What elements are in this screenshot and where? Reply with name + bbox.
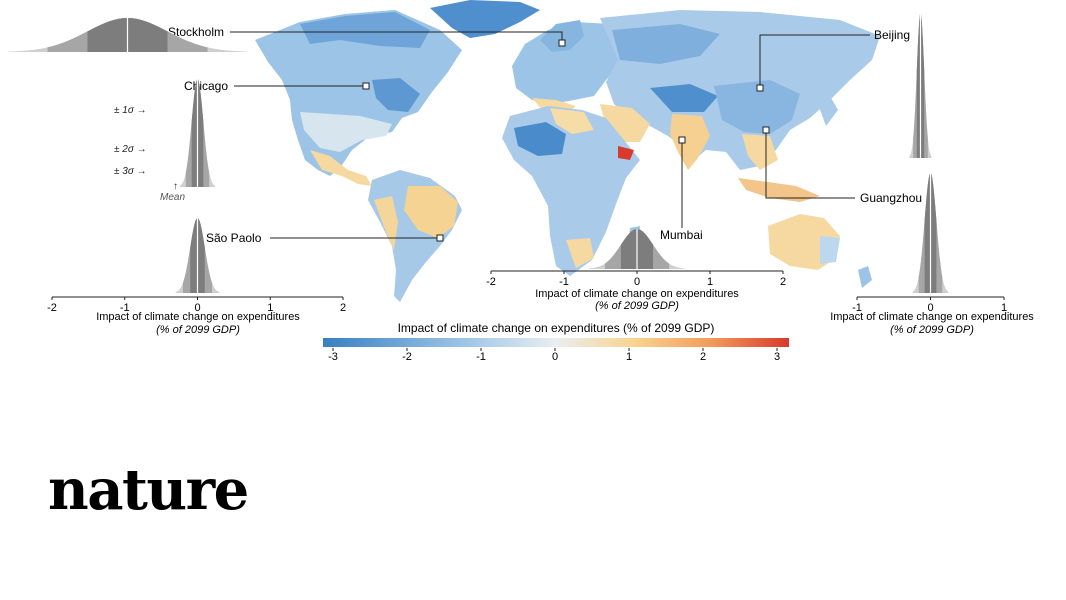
city-callouts xyxy=(230,31,870,242)
region-japan xyxy=(818,96,838,126)
region-usa-south xyxy=(300,112,392,152)
region-india xyxy=(670,114,710,170)
landmass-greenland xyxy=(430,0,540,38)
distribution-sao-paolo xyxy=(175,218,220,293)
legend-tick-label: 3 xyxy=(774,351,780,363)
landmass-north-america xyxy=(255,10,462,176)
legend-tick-label: -2 xyxy=(402,351,412,363)
mean-arrow: ↑ xyxy=(173,181,178,192)
distribution-mumbai xyxy=(588,229,686,269)
region-russia-west xyxy=(612,24,720,64)
marker-guangzhou[interactable] xyxy=(762,126,770,134)
region-central-asia xyxy=(650,84,718,112)
city-label-sao-paolo: São Paolo xyxy=(206,231,262,245)
distribution-stockholm xyxy=(7,18,248,52)
city-label-chicago: Chicago xyxy=(184,79,228,93)
annotation-sigma3: ± 3σ → xyxy=(114,166,147,177)
city-label-guangzhou: Guangzhou xyxy=(860,191,922,205)
region-andes xyxy=(374,196,398,250)
axis-right-title: Impact of climate change on expenditures xyxy=(830,311,1034,323)
distribution-guangzhou xyxy=(912,173,949,293)
color-scale-title: Impact of climate change on expenditures… xyxy=(398,321,715,335)
annotation-sigma2: ± 2σ → xyxy=(114,144,147,155)
axis-right: -1 0 1 Impact of climate change on expendi… xyxy=(830,296,1034,336)
world-map xyxy=(255,0,880,302)
legend-tick-label: -3 xyxy=(328,351,338,363)
marker-stockholm[interactable] xyxy=(558,39,566,47)
nature-logo: nature xyxy=(48,457,249,523)
callout-line-beijing xyxy=(759,34,870,88)
landmass-central-america xyxy=(310,150,372,186)
region-north-america-east xyxy=(372,78,420,112)
city-label-stockholm: Stockholm xyxy=(168,25,224,39)
distribution-chicago xyxy=(180,79,215,187)
color-scale-legend: Impact of climate change on expenditures… xyxy=(323,321,789,363)
legend-tick-label: -1 xyxy=(476,351,486,363)
region-indonesia xyxy=(738,178,820,202)
legend-tick-label: 1 xyxy=(626,351,632,363)
city-label-beijing: Beijing xyxy=(874,28,910,42)
axis-middle-units: (% of 2099 GDP) xyxy=(595,300,679,312)
axis-tick-label: 0 xyxy=(634,276,640,288)
region-north-america-north xyxy=(300,12,430,48)
axis-left-title: Impact of climate change on expenditures xyxy=(96,311,300,323)
color-scale-bar xyxy=(323,338,789,347)
region-sahel xyxy=(514,122,566,156)
axis-tick-label: -1 xyxy=(559,276,569,288)
legend-tick-label: 0 xyxy=(552,351,558,363)
annotation-mean: Mean xyxy=(160,192,185,203)
axis-tick-label: -2 xyxy=(486,276,496,288)
axis-tick-label: -1 xyxy=(120,302,130,314)
landmass-new-zealand xyxy=(858,266,872,288)
region-southeast-asia xyxy=(742,134,778,170)
sigma-annotations: ± 1σ → ± 2σ → ± 3σ → Mean ↑ xyxy=(114,105,185,203)
distribution-curves xyxy=(7,13,949,293)
region-horn-of-africa xyxy=(618,146,634,160)
marker-mumbai[interactable] xyxy=(678,136,686,144)
region-southern-africa xyxy=(566,238,594,268)
region-china xyxy=(714,80,800,134)
axis-middle-title: Impact of climate change on expenditures xyxy=(535,288,739,300)
region-brazil xyxy=(404,186,458,238)
city-label-mumbai: Mumbai xyxy=(660,228,703,242)
axis-tick-label: 2 xyxy=(340,302,346,314)
callout-line-guangzhou xyxy=(765,130,855,199)
marker-beijing[interactable] xyxy=(756,84,764,92)
axis-right-units: (% of 2099 GDP) xyxy=(890,324,974,336)
axis-tick-label: 1 xyxy=(267,302,273,314)
callout-line-stockholm xyxy=(230,31,563,42)
axis-left-units: (% of 2099 GDP) xyxy=(156,324,240,336)
axis-tick-label: 1 xyxy=(707,276,713,288)
region-australia-east xyxy=(820,236,840,264)
distribution-beijing xyxy=(909,13,932,158)
axis-tick-label: -1 xyxy=(852,302,862,314)
axis-tick-label: 1 xyxy=(1001,302,1007,314)
axis-middle: -2 -1 0 1 2 Impact of climate change on expe… xyxy=(486,270,786,312)
annotation-sigma1: ± 1σ → xyxy=(114,105,147,116)
marker-chicago[interactable] xyxy=(362,82,370,90)
axis-tick-label: 0 xyxy=(194,302,200,314)
axis-left: -2 -1 0 1 2 Impact of climate change on expe… xyxy=(47,296,346,336)
axis-tick-label: 2 xyxy=(780,276,786,288)
axis-tick-label: 0 xyxy=(927,302,933,314)
axis-tick-label: -2 xyxy=(47,302,57,314)
region-north-africa xyxy=(550,108,594,134)
legend-tick-label: 2 xyxy=(700,351,706,363)
marker-sao-paolo[interactable] xyxy=(436,234,444,242)
landmass-europe xyxy=(512,22,625,104)
